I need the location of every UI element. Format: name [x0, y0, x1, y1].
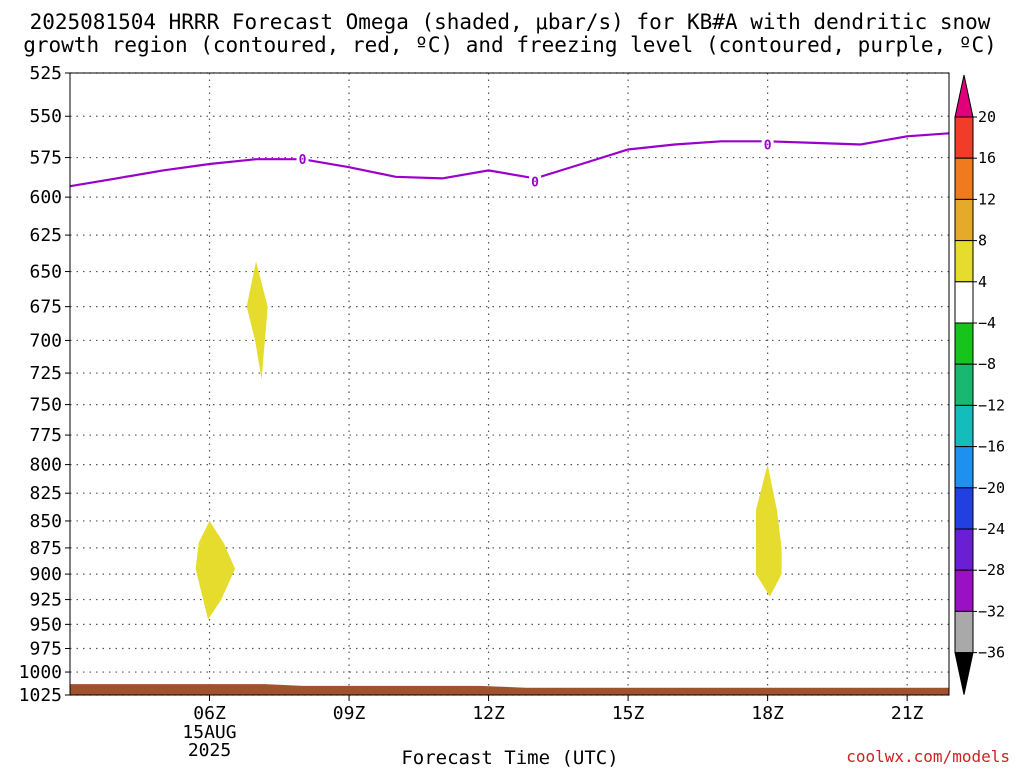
y-tick-label: 950 — [29, 614, 62, 635]
colorbar-label: −4 — [978, 314, 996, 332]
contour-label-bg — [761, 136, 774, 153]
y-tick-label: 725 — [29, 363, 62, 384]
colorbar-swatch — [954, 487, 974, 530]
colorbar-label: −12 — [978, 396, 1005, 414]
colorbar-bottom-arrow — [954, 652, 974, 695]
y-tick-label: 825 — [29, 483, 62, 504]
colorbar-swatch — [954, 157, 974, 200]
y-tick-label: 925 — [29, 590, 62, 611]
y-tick-label: 650 — [29, 262, 62, 283]
colorbar-label: −24 — [978, 520, 1005, 538]
freezing-level-label: 0 — [531, 176, 539, 191]
freezing-level-line — [70, 132, 949, 188]
colorbar-swatch — [954, 322, 974, 365]
freezing-level-label: 0 — [299, 153, 307, 168]
y-tick-label: 750 — [29, 395, 62, 416]
x-tick-label: 15Z — [612, 703, 645, 724]
omega-region — [195, 521, 236, 620]
colorbar-label: 20 — [978, 108, 996, 126]
contour-label-bg — [296, 151, 309, 168]
plot-frame — [69, 72, 950, 696]
colorbar-swatch — [954, 363, 974, 406]
colorbar-label: −8 — [978, 355, 996, 373]
freezing-level-label: 0 — [764, 139, 772, 154]
y-axis: 525 550 575 600 625 650 675 700 725 750 775 800 825 8… — [19, 63, 70, 706]
y-tick-label: 700 — [29, 330, 62, 351]
x-tick-label: 09Z — [333, 703, 366, 724]
x-tick-label: 21Z — [891, 703, 924, 724]
colorbar-legend: 20 16 12 8 4 −4 −8 −12 −16 −20 −24 −28 −32 −36 — [954, 74, 1005, 695]
y-tick-label: 1000 — [19, 662, 62, 683]
omega-region — [246, 261, 268, 380]
ground-surface — [70, 684, 949, 695]
freezing-level-contour: 0 0 0 — [70, 132, 949, 191]
x-axis-title: Forecast Time (UTC) — [401, 747, 618, 768]
y-tick-label: 850 — [29, 511, 62, 532]
y-tick-label: 800 — [29, 455, 62, 476]
x-tick-date-label: 15AUG — [182, 722, 236, 743]
plot-area: 0 0 0 — [69, 72, 950, 696]
y-tick-label: 875 — [29, 538, 62, 559]
colorbar-label: −36 — [978, 644, 1005, 662]
y-tick-label: 625 — [29, 225, 62, 246]
colorbar-label: −28 — [978, 561, 1005, 579]
y-tick-label: 775 — [29, 425, 62, 446]
omega-region — [756, 464, 782, 597]
omega-shading — [195, 261, 782, 620]
contour-label-bg — [529, 173, 542, 190]
y-tick-label: 525 — [29, 63, 62, 84]
y-tick-label: 575 — [29, 148, 62, 169]
chart-title-line-1: 2025081504 HRRR Forecast Omega (shaded, … — [30, 10, 991, 34]
colorbar-label: −16 — [978, 438, 1005, 456]
y-tick-label: 900 — [29, 564, 62, 585]
y-tick-label: 600 — [29, 187, 62, 208]
colorbar-label: 16 — [978, 149, 996, 167]
colorbar-swatch — [954, 610, 974, 654]
x-tick-label: 12Z — [472, 703, 505, 724]
colorbar-swatch — [954, 198, 974, 242]
chart-title-line-2: growth region (contoured, red, ºC) and f… — [23, 33, 997, 57]
colorbar-swatch — [954, 116, 974, 159]
colorbar-label: 12 — [978, 190, 996, 208]
y-tick-label: 675 — [29, 297, 62, 318]
colorbar-label: 4 — [978, 273, 987, 291]
colorbar-label: −20 — [978, 479, 1005, 497]
colorbar-label: −32 — [978, 602, 1005, 620]
x-tick-label: 18Z — [751, 703, 784, 724]
ground-fill — [70, 684, 949, 695]
colorbar-swatch — [954, 281, 974, 324]
x-tick-label: 06Z — [193, 703, 226, 724]
colorbar-swatch — [954, 446, 974, 489]
y-tick-label: 975 — [29, 639, 62, 660]
colorbar-swatch — [954, 569, 974, 612]
y-tick-label: 1025 — [19, 685, 62, 706]
colorbar-swatch — [954, 404, 974, 448]
colorbar-label: 8 — [978, 232, 987, 250]
x-tick-year-label: 2025 — [188, 740, 231, 761]
y-tick-label: 550 — [29, 106, 62, 127]
colorbar-swatch — [954, 528, 974, 571]
colorbar-swatch — [954, 240, 974, 283]
credit-text: coolwx.com/models — [846, 747, 1010, 766]
